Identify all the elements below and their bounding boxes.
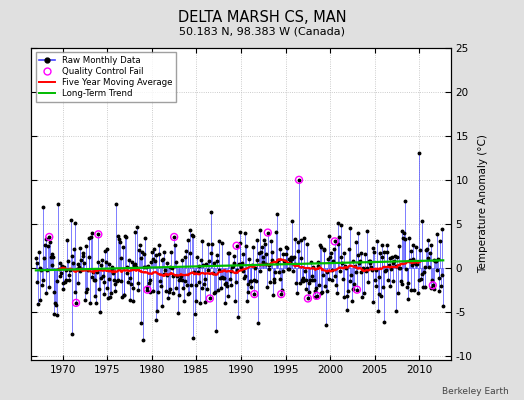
Point — [295, 177, 303, 183]
Point — [313, 293, 321, 299]
Legend: Raw Monthly Data, Quality Control Fail, Five Year Moving Average, Long-Term Tren: Raw Monthly Data, Quality Control Fail, … — [36, 52, 176, 102]
Point — [429, 282, 437, 288]
Point — [250, 291, 259, 297]
Point — [304, 295, 312, 302]
Point — [232, 242, 241, 249]
Point — [331, 238, 339, 244]
Point — [264, 229, 272, 236]
Y-axis label: Temperature Anomaly (°C): Temperature Anomaly (°C) — [478, 134, 488, 274]
Point — [72, 300, 80, 306]
Point — [277, 291, 286, 297]
Text: DELTA MARSH CS, MAN: DELTA MARSH CS, MAN — [178, 10, 346, 25]
Point — [94, 231, 103, 238]
Text: Berkeley Earth: Berkeley Earth — [442, 387, 508, 396]
Point — [205, 295, 214, 302]
Point — [143, 286, 151, 293]
Text: 50.183 N, 98.383 W (Canada): 50.183 N, 98.383 W (Canada) — [179, 26, 345, 36]
Point — [45, 234, 53, 240]
Point — [353, 286, 361, 293]
Point — [170, 234, 178, 240]
